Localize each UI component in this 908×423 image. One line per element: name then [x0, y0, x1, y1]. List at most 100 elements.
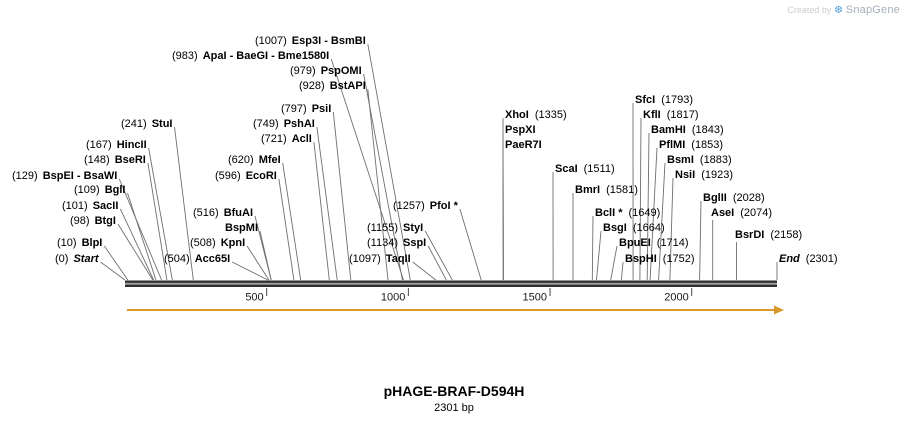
site-label-XhoI[interactable]: XhoI (1335): [505, 109, 567, 122]
site-label-End[interactable]: End (2301): [779, 253, 838, 266]
site-position: (1853): [691, 139, 724, 151]
site-position: (1817): [666, 109, 699, 121]
site-label-PflMI[interactable]: PflMI (1853): [659, 139, 723, 152]
site-position: (241): [121, 118, 147, 130]
site-label-Start[interactable]: (0) Start: [55, 253, 99, 266]
site-connector: [330, 58, 404, 281]
site-label-BspHI[interactable]: BspHI (1752): [625, 253, 695, 266]
site-label-BglII[interactable]: BglII (2028): [703, 192, 765, 205]
site-label-ApaI-BaeGI-Bme1580I[interactable]: (983) ApaI - BaeGI - Bme1580I: [172, 50, 329, 63]
scale-tick-label: 1500: [523, 292, 547, 304]
site-position: (1752): [662, 253, 695, 265]
site-connector: [591, 215, 594, 281]
enzyme-name: PaeR7I: [505, 139, 542, 151]
site-connector: [646, 132, 650, 281]
site-label-PaeR7I[interactable]: PaeR7I: [505, 139, 542, 152]
site-position: (1007): [255, 35, 287, 47]
site-label-Esp3I-BsmBI[interactable]: (1007) Esp3I - BsmBI: [255, 35, 366, 48]
site-connector: [367, 43, 411, 281]
scale-tick-label: 500: [245, 292, 263, 304]
plasmid-title: pHAGE-BRAF-D594H: [383, 383, 525, 399]
enzyme-name: BamHI: [651, 124, 686, 136]
enzyme-name: BfuAI: [223, 207, 254, 219]
site-label-PshAI[interactable]: (749) PshAI: [253, 118, 315, 131]
site-connector: [246, 245, 270, 281]
site-connector: [282, 162, 302, 281]
site-label-AclI[interactable]: (721) AclI: [261, 133, 312, 146]
site-label-BspMI[interactable]: BspMI: [225, 222, 258, 235]
site-position: (721): [261, 133, 287, 145]
site-position: (2028): [732, 192, 765, 204]
enzyme-name: BspEI - BsaWI: [42, 170, 118, 182]
site-label-PsiI[interactable]: (797) PsiI: [281, 103, 331, 116]
site-position: (148): [84, 154, 110, 166]
site-label-BamHI[interactable]: BamHI (1843): [651, 124, 724, 137]
snapgene-logo-icon: ❆: [834, 4, 843, 16]
watermark-brand: SnapGene: [845, 4, 900, 16]
site-label-BpuEI[interactable]: BpuEI (1714): [619, 237, 689, 250]
enzyme-name: BmrI: [575, 184, 601, 196]
site-label-Acc65I[interactable]: (504) Acc65I: [164, 253, 230, 266]
enzyme-name: BglI: [104, 184, 126, 196]
site-label-SspI[interactable]: (1134) SspI: [367, 237, 426, 250]
site-label-BmrI[interactable]: BmrI (1581): [575, 184, 638, 197]
site-position: (0): [55, 253, 69, 265]
site-label-StyI[interactable]: (1155) StyI: [367, 222, 423, 235]
site-label-BglI[interactable]: (109) BglI: [74, 184, 125, 197]
site-label-BseRI[interactable]: (148) BseRI: [84, 154, 146, 167]
site-position: (979): [290, 65, 316, 77]
enzyme-name: TaqII: [385, 253, 411, 265]
site-label-BstAPI[interactable]: (928) BstAPI: [299, 80, 366, 93]
site-label-AseI[interactable]: AseI (2074): [711, 207, 772, 220]
site-label-BtgI[interactable]: (98) BtgI: [70, 215, 116, 228]
site-label-HincII[interactable]: (167) HincII: [86, 139, 147, 152]
enzyme-name: StyI: [402, 222, 424, 234]
site-label-KpnI[interactable]: (508) KpnI: [190, 237, 245, 250]
site-label-StuI[interactable]: (241) StuI: [121, 118, 172, 131]
site-label-KflI[interactable]: KflI (1817): [643, 109, 699, 122]
enzyme-name: EcoRI: [245, 170, 277, 182]
site-position: (928): [299, 80, 325, 92]
site-label-SacII[interactable]: (101) SacII: [62, 200, 118, 213]
site-position: (1134): [367, 237, 398, 249]
scale-tick-label: 1000: [381, 292, 405, 304]
enzyme-name: BpuEI: [619, 237, 651, 249]
enzyme-name: ScaI: [555, 163, 578, 175]
site-label-BsgI[interactable]: BsgI (1664): [603, 222, 665, 235]
site-position: (1335): [534, 109, 567, 121]
site-label-SfcI[interactable]: SfcI (1793): [635, 94, 693, 107]
site-connector: [117, 223, 154, 281]
site-label-BclI[interactable]: BclI * (1649): [595, 207, 660, 220]
site-position: (167): [86, 139, 112, 151]
site-label-EcoRI[interactable]: (596) EcoRI: [215, 170, 277, 183]
orf-arrow-head[interactable]: [774, 305, 784, 315]
site-position: (129): [12, 170, 38, 182]
site-connector: [658, 162, 666, 281]
site-position: (504): [164, 253, 190, 265]
site-connector: [427, 245, 447, 281]
site-connector: [459, 208, 482, 281]
site-label-BsrDI[interactable]: BsrDI (2158): [735, 229, 802, 242]
site-label-BlpI[interactable]: (10) BlpI: [57, 237, 102, 250]
site-label-PspOMI[interactable]: (979) PspOMI: [290, 65, 362, 78]
site-position: (620): [228, 154, 254, 166]
site-connector: [119, 208, 155, 281]
site-label-ScaI[interactable]: ScaI (1511): [555, 163, 615, 176]
site-label-BspEI-BsaWI[interactable]: (129) BspEI - BsaWI: [12, 170, 117, 183]
site-label-TaqII[interactable]: (1097) TaqII: [349, 253, 411, 266]
enzyme-name: SacII: [92, 200, 119, 212]
plasmid-length: 2301 bp: [434, 402, 474, 414]
site-label-PspXI[interactable]: PspXI: [505, 124, 536, 137]
site-position: (797): [281, 103, 307, 115]
site-label-MfeI[interactable]: (620) MfeI: [228, 154, 281, 167]
site-position: (1511): [583, 163, 615, 175]
watermark-created-by: Created by: [787, 5, 832, 15]
site-label-BfuAI[interactable]: (516) BfuAI: [193, 207, 253, 220]
site-label-NsiI[interactable]: NsiI (1923): [675, 169, 733, 182]
site-connector: [127, 192, 157, 281]
site-label-PfoI[interactable]: (1257) PfoI *: [393, 200, 458, 213]
enzyme-name: PsiI: [311, 103, 332, 115]
site-label-BsmI[interactable]: BsmI (1883): [667, 154, 732, 167]
